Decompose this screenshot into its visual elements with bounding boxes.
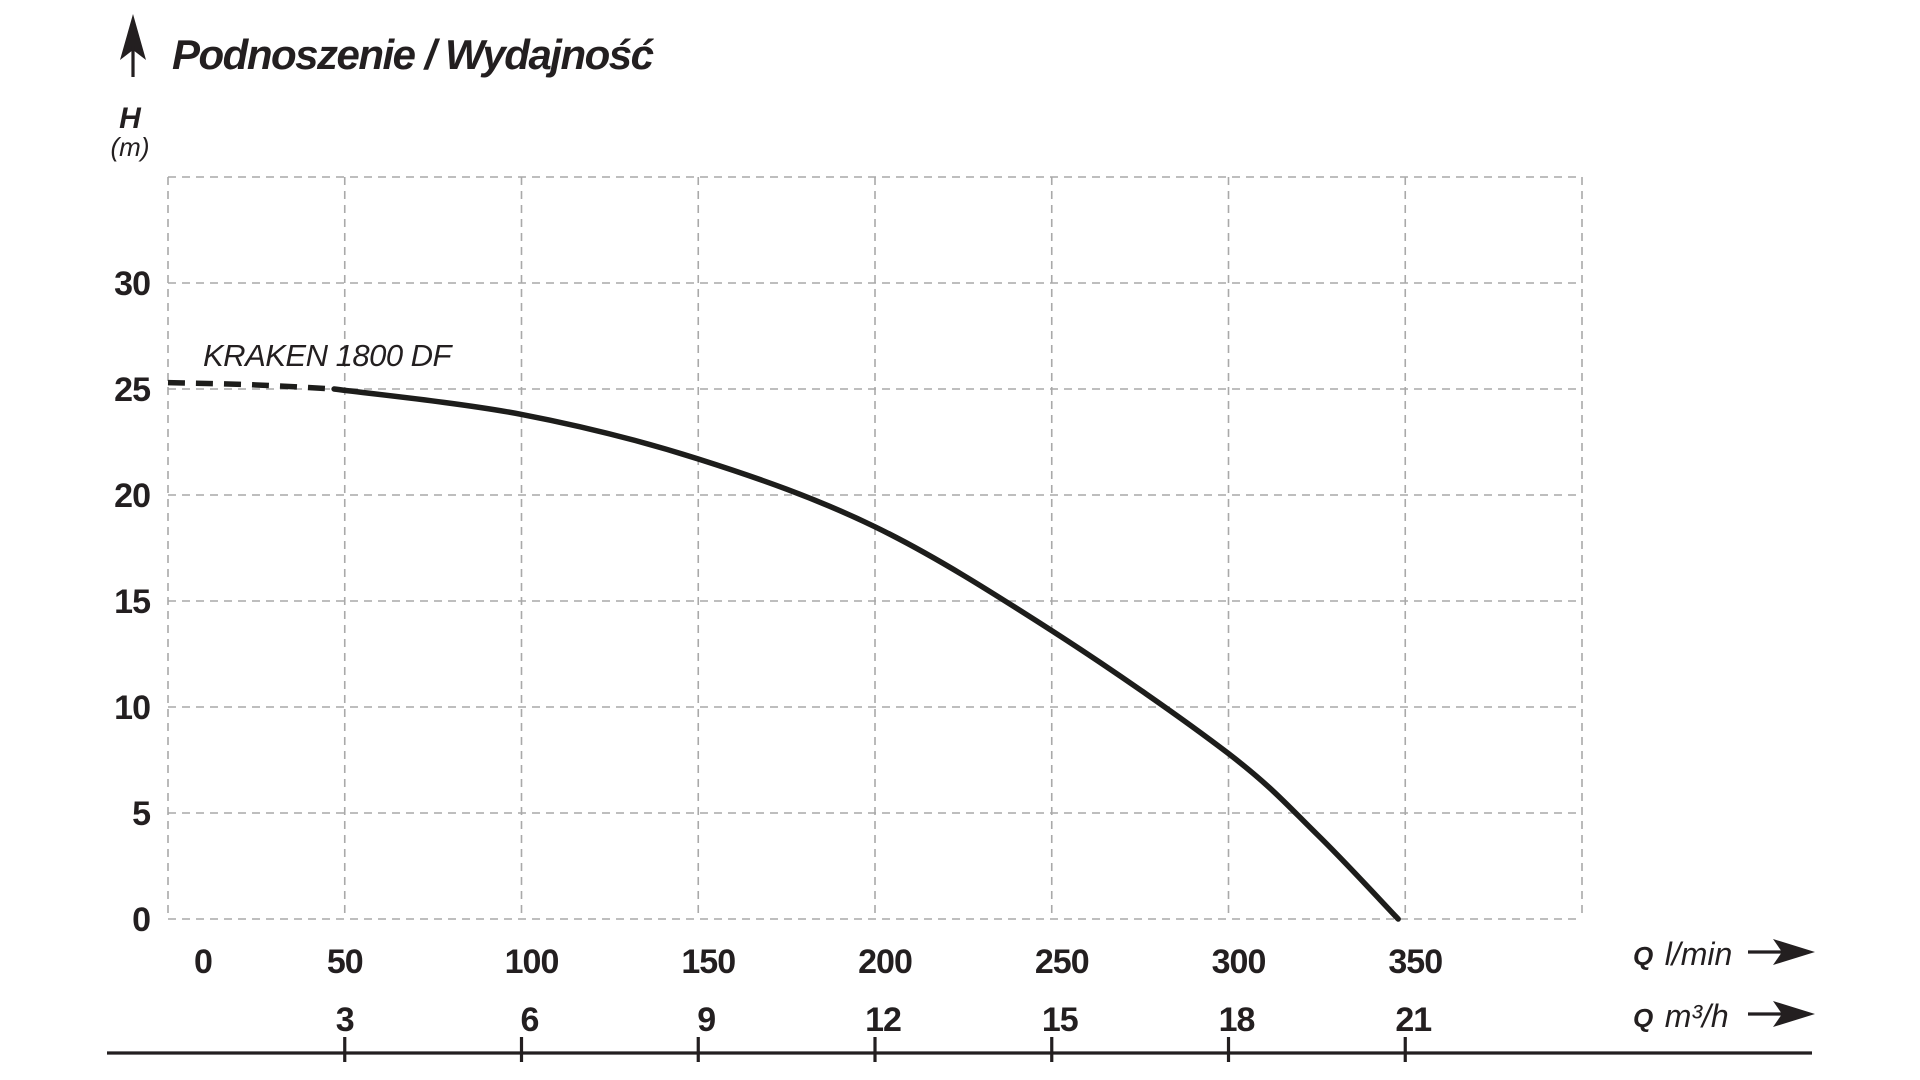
pump-curve-dashed-segment	[167, 379, 335, 392]
x-tick-label-m3h: 21	[1395, 1001, 1431, 1039]
x-tick-label-lmin: 250	[1035, 943, 1089, 981]
x-axis-lmin-caption: Q l/min	[1633, 936, 1815, 972]
y-axis-tick-labels: 0 5 10 15 20 25 30	[114, 265, 151, 939]
x-tick-label-lmin: 0	[194, 943, 212, 981]
x-tick-label-m3h: 6	[521, 1001, 539, 1039]
y-tick-label: 20	[114, 477, 150, 515]
y-tick-label: 30	[114, 265, 150, 303]
q-symbol-lmin: Q	[1633, 941, 1653, 971]
right-arrow-icon-m3h	[1773, 1001, 1815, 1027]
x-axis-lmin-tick-labels: 0 50 100 150 200 250 300 350	[194, 943, 1443, 981]
lmin-unit-label: l/min	[1665, 936, 1733, 972]
x-tick-label-lmin: 150	[681, 943, 735, 981]
grid	[167, 176, 1583, 920]
x-tick-label-m3h: 15	[1042, 1001, 1078, 1039]
secondary-axis-ticks	[343, 1037, 1407, 1062]
y-axis-symbol: H	[119, 102, 142, 135]
svg-text:Q m³/h: Q m³/h	[1633, 998, 1729, 1034]
x-tick-label-lmin: 300	[1212, 943, 1266, 981]
svg-text:Q l/min: Q l/min	[1633, 936, 1732, 972]
x-tick-label-lmin: 100	[505, 943, 559, 981]
right-arrow-icon-lmin	[1773, 939, 1815, 965]
chart-header: Podnoszenie / Wydajność H (m)	[111, 14, 656, 162]
pump-curve: KRAKEN 1800 DF	[167, 338, 1401, 922]
x-tick-label-m3h: 18	[1219, 1001, 1255, 1039]
pump-curve-solid-segment	[331, 386, 1401, 922]
y-tick-label: 10	[114, 689, 150, 727]
q-symbol-m3h: Q	[1633, 1003, 1653, 1033]
x-tick-label-m3h: 9	[697, 1001, 715, 1039]
up-arrow-icon	[120, 14, 146, 60]
series-label: KRAKEN 1800 DF	[203, 338, 454, 373]
y-tick-label: 25	[114, 371, 150, 409]
page-title: Podnoszenie / Wydajność	[172, 31, 655, 78]
y-tick-label: 0	[132, 901, 150, 939]
x-tick-label-lmin: 200	[858, 943, 912, 981]
x-tick-label-m3h: 12	[865, 1001, 901, 1039]
m3h-unit-label: m³/h	[1665, 998, 1729, 1034]
x-tick-label-lmin: 50	[327, 943, 363, 981]
y-tick-label: 15	[114, 583, 150, 621]
x-tick-label-m3h: 3	[336, 1001, 354, 1039]
x-axis-m3h-tick-labels: 3 6 9 12 15 18 21	[336, 1001, 1432, 1039]
x-axis-m3h-caption: Q m³/h	[1633, 998, 1815, 1034]
y-tick-label: 5	[132, 795, 150, 833]
y-axis-unit: (m)	[111, 132, 150, 162]
x-tick-label-lmin: 350	[1388, 943, 1442, 981]
